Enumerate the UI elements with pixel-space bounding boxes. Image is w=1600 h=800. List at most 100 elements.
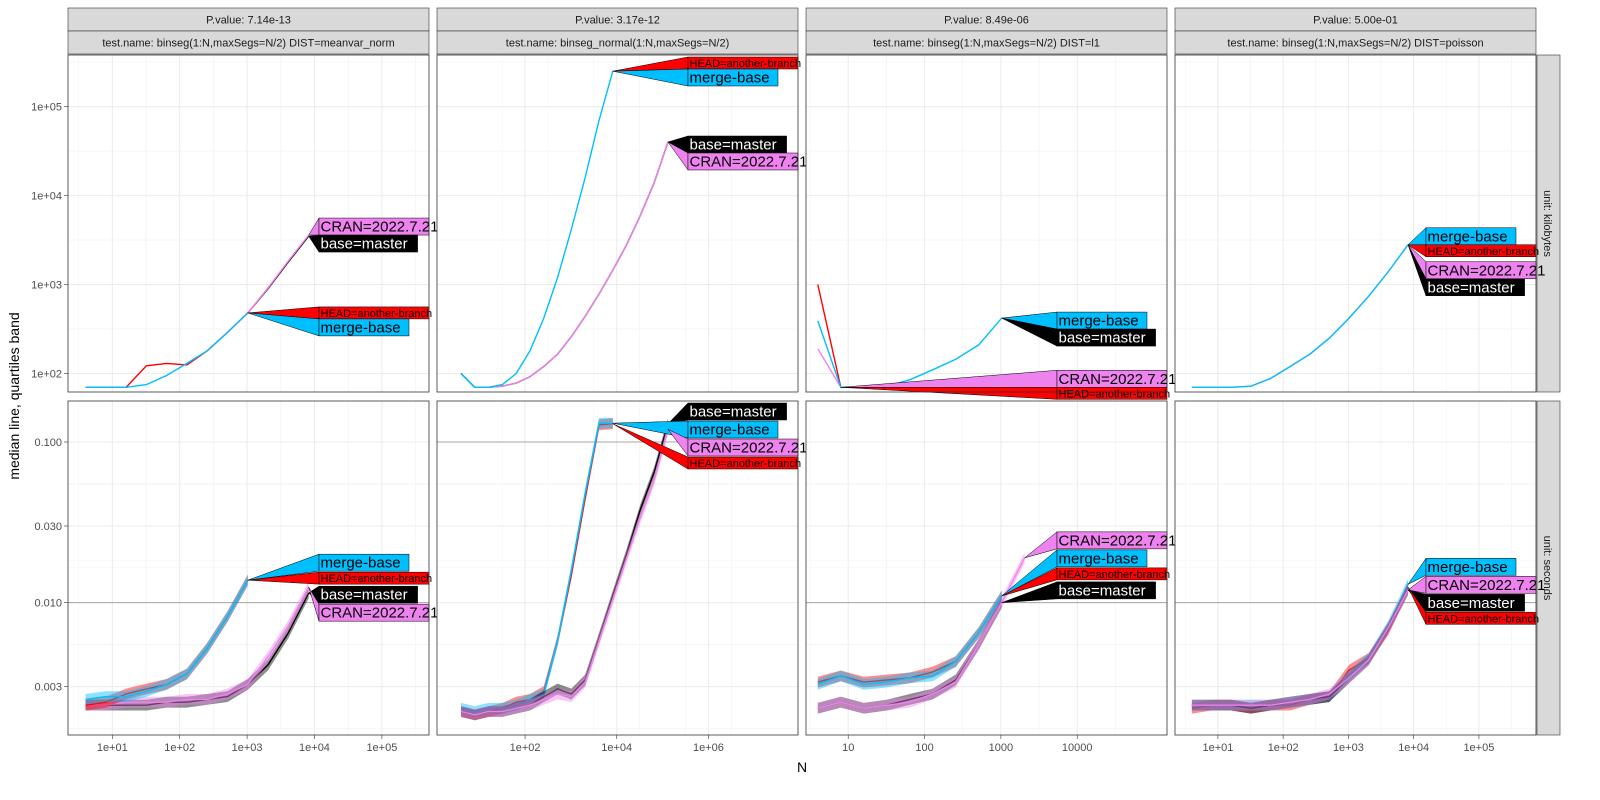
label-box-base=master <box>1425 594 1525 612</box>
series-label-HEAD=another-branch: HEAD=another-branch <box>1059 388 1171 400</box>
x-tick-label: 1e+01 <box>97 742 128 754</box>
y-axis-title: median line, quartiles band <box>6 312 22 479</box>
x-tick-label: 100 <box>915 742 933 754</box>
series-label-HEAD=another-branch: HEAD=another-branch <box>1059 569 1171 581</box>
panel-border <box>1174 54 1537 393</box>
median-line-merge-base <box>460 422 613 713</box>
label-box-base=master <box>318 585 418 604</box>
x-tick-label: 1e+01 <box>1202 742 1233 754</box>
y-tick-label: 1e+04 <box>31 191 62 203</box>
panel-border <box>67 400 430 736</box>
series-label-merge-base: merge-base <box>1059 550 1139 567</box>
median-line-CRAN=2022.7.21 <box>817 348 842 388</box>
x-tick-label: 1e+04 <box>601 742 632 754</box>
median-line-merge-base <box>460 71 614 388</box>
quartile-band-base=master <box>817 597 1002 714</box>
label-pointer-HEAD=another-branch <box>840 387 1058 400</box>
series-label-CRAN=2022.7.21: CRAN=2022.7.21 <box>690 440 808 457</box>
series-label-CRAN=2022.7.21: CRAN=2022.7.21 <box>321 219 439 236</box>
label-box-merge-base <box>687 420 779 439</box>
test-strip-3 <box>1174 30 1537 55</box>
series-label-base=master: base=master <box>321 587 408 604</box>
label-box-merge-base <box>687 68 779 87</box>
median-line-merge-base <box>817 595 1003 686</box>
test-strip-label-0: test.name: binseg(1:N,maxSegs=N/2) DIST=… <box>102 38 394 50</box>
series-label-HEAD=another-branch: HEAD=another-branch <box>690 58 802 70</box>
quartile-band-merge-base <box>85 574 248 705</box>
x-tick-label: 1e+02 <box>510 742 541 754</box>
x-tick-label: 1e+05 <box>1463 742 1494 754</box>
x-tick-label: 1000 <box>989 742 1013 754</box>
series-label-base=master: base=master <box>1428 279 1515 296</box>
series-label-merge-base: merge-base <box>321 555 401 572</box>
x-tick-label: 10 <box>842 742 854 754</box>
panel-border <box>436 400 799 736</box>
label-box-base=master <box>1425 278 1525 297</box>
label-box-merge-base <box>318 318 410 337</box>
series-label-CRAN=2022.7.21: CRAN=2022.7.21 <box>1059 371 1177 388</box>
label-box-HEAD=another-branch <box>1056 387 1168 400</box>
median-line-CRAN=2022.7.21 <box>460 429 669 716</box>
y-tick-label: 0.100 <box>34 437 62 449</box>
panel-border <box>805 54 1168 393</box>
y-tick-label: 0.030 <box>34 521 62 533</box>
y-tick-label: 0.003 <box>34 682 62 694</box>
series-label-base=master: base=master <box>1059 330 1146 347</box>
y-tick-label: 0.010 <box>34 598 62 610</box>
panel-seconds-3: merge-baseCRAN=2022.7.21base=masterHEAD=… <box>1174 400 1546 736</box>
series-label-merge-base: merge-base <box>1428 559 1508 576</box>
x-tick-label: 1e+06 <box>693 742 724 754</box>
row-strip-label-1: unit: seconds <box>1541 536 1553 601</box>
series-label-CRAN=2022.7.21: CRAN=2022.7.21 <box>690 153 808 170</box>
x-tick-label: 1e+03 <box>232 742 263 754</box>
x-axis-title: N <box>797 759 807 775</box>
panel-background <box>437 55 798 392</box>
label-box-base=master <box>1056 328 1156 347</box>
median-line-base=master <box>85 592 310 706</box>
panel-border <box>436 54 799 393</box>
median-line-merge-base <box>85 579 249 701</box>
x-tick-label: 1e+04 <box>1398 742 1429 754</box>
series-label-CRAN=2022.7.21: CRAN=2022.7.21 <box>1428 262 1546 279</box>
series-label-HEAD=another-branch: HEAD=another-branch <box>321 308 433 320</box>
test-strip-label-3: test.name: binseg(1:N,maxSegs=N/2) DIST=… <box>1227 38 1483 50</box>
series-label-CRAN=2022.7.21: CRAN=2022.7.21 <box>1428 577 1546 594</box>
median-line-HEAD=another-branch <box>817 284 842 388</box>
pvalue-strip-label-2: P.value: 8.49e-06 <box>944 15 1029 27</box>
row-strip-1 <box>1536 400 1561 736</box>
test-strip-label-1: test.name: binseg_normal(1:N,maxSegs=N/2… <box>506 38 729 50</box>
series-label-merge-base: merge-base <box>321 319 401 336</box>
panel-seconds-1: base=mastermerge-baseCRAN=2022.7.21HEAD=… <box>436 400 808 736</box>
series-label-merge-base: merge-base <box>690 422 770 439</box>
series-label-base=master: base=master <box>321 236 408 253</box>
quartile-band-merge-base <box>817 590 1002 690</box>
series-label-merge-base: merge-base <box>1428 228 1508 245</box>
test-strip-label-2: test.name: binseg(1:N,maxSegs=N/2) DIST=… <box>873 38 1100 50</box>
series-label-CRAN=2022.7.21: CRAN=2022.7.21 <box>1059 532 1177 549</box>
series-label-HEAD=another-branch: HEAD=another-branch <box>321 573 433 585</box>
quartile-band-HEAD=another-branch <box>85 574 248 711</box>
y-tick-label: 1e+03 <box>31 280 62 292</box>
label-box-merge-base <box>1425 558 1517 576</box>
series-label-HEAD=another-branch: HEAD=another-branch <box>1428 246 1540 258</box>
series-label-base=master: base=master <box>690 136 777 153</box>
panel-background <box>1175 55 1536 392</box>
median-line-CRAN=2022.7.21 <box>460 141 669 388</box>
series-label-base=master: base=master <box>1428 595 1515 612</box>
series-label-CRAN=2022.7.21: CRAN=2022.7.21 <box>321 605 439 622</box>
quartile-band-HEAD=another-branch <box>817 590 1002 688</box>
test-strip-2 <box>805 30 1168 55</box>
quartile-band-CRAN=2022.7.21 <box>817 552 1025 714</box>
series-label-base=master: base=master <box>690 404 777 421</box>
y-tick-label: 1e+02 <box>31 369 62 381</box>
x-tick-label: 1e+05 <box>366 742 397 754</box>
quartile-band-base=master <box>1191 584 1408 714</box>
label-box-base=master <box>318 234 418 253</box>
